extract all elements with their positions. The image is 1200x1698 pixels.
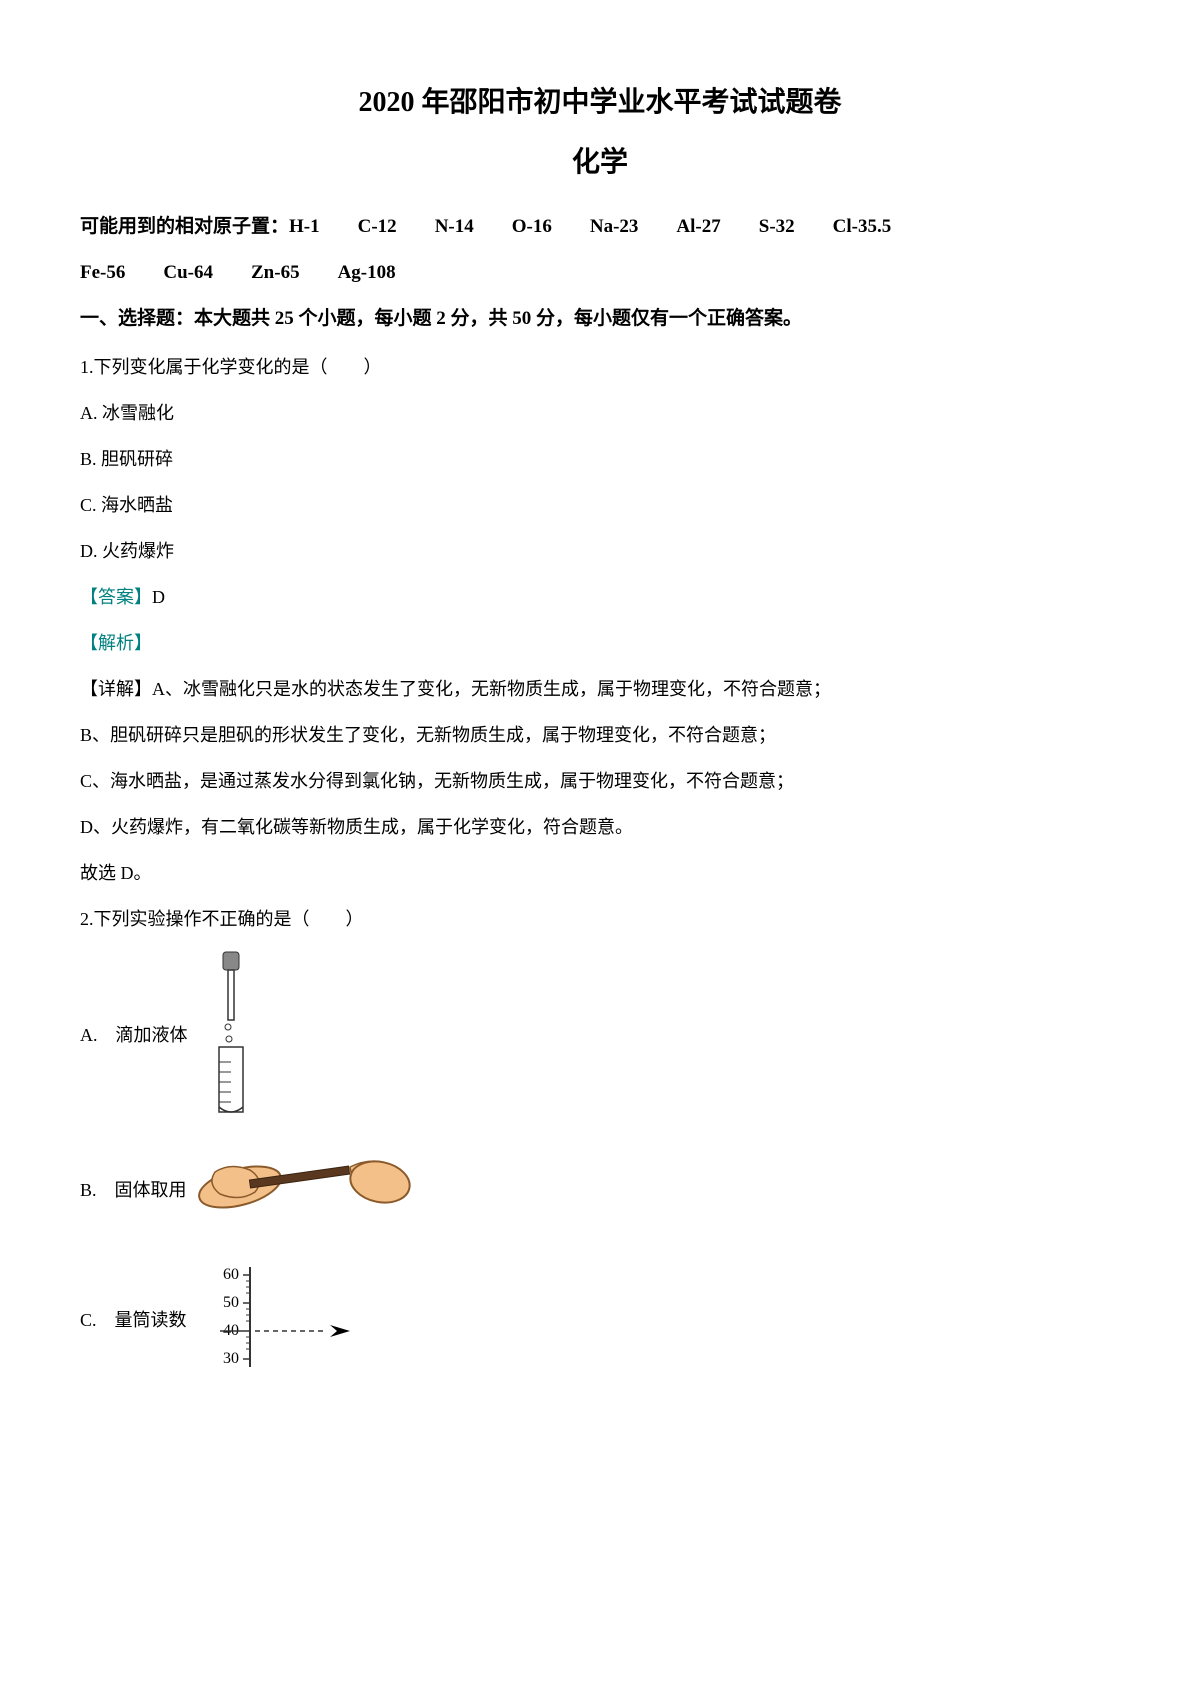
question-1-text: 下列变化属于化学变化的是（ ） [94, 357, 382, 377]
option-a-label: A. 滴加液体 [80, 1021, 188, 1047]
option-c-label: C. 量筒读数 [80, 1306, 187, 1332]
question-2-option-c: C. 量筒读数 60 50 40 30 [80, 1257, 1120, 1382]
atomic-mass-h: H-1 [289, 210, 320, 244]
question-2-number: 2. [80, 909, 94, 929]
answer-section: 【答案】D [80, 579, 1120, 615]
atomic-mass-cu: Cu-64 [163, 256, 213, 290]
analysis-conclusion: 故选 D。 [80, 855, 1120, 891]
svg-text:60: 60 [223, 1266, 239, 1283]
section-header: 一、选择题：本大题共 25 个小题，每小题 2 分，共 50 分，每小题仅有一个… [80, 302, 1120, 336]
analysis-line-4: D、火药爆炸，有二氧化碳等新物质生成，属于化学变化，符合题意。 [80, 809, 1120, 845]
atomic-mass-s: S-32 [759, 210, 795, 244]
cylinder-image: 60 50 40 30 [195, 1257, 375, 1382]
atomic-mass-zn: Zn-65 [251, 256, 300, 290]
atomic-mass-cl: Cl-35.5 [833, 210, 892, 244]
atomic-mass-label: 可能用到的相对原子置： [80, 216, 289, 237]
question-2-option-a: A. 滴加液体 [80, 947, 1120, 1122]
question-2-text: 下列实验操作不正确的是（ ） [94, 909, 364, 929]
exam-title: 2020 年邵阳市初中学业水平考试试题卷 [80, 80, 1120, 120]
question-2-option-b: B. 固体取用 [80, 1142, 1120, 1237]
question-1-number: 1. [80, 357, 94, 377]
atomic-mass-na: Na-23 [590, 210, 639, 244]
analysis-line-3: C、海水晒盐，是通过蒸发水分得到氯化钠，无新物质生成，属于物理变化，不符合题意； [80, 763, 1120, 799]
atomic-mass-section: 可能用到的相对原子置：H-1 C-12 N-14 O-16 Na-23 Al-27 S-32… [80, 210, 1120, 244]
analysis-label: 【解析】 [80, 625, 1120, 661]
dropper-image [196, 947, 266, 1122]
atomic-mass-ag: Ag-108 [338, 256, 396, 290]
question-1: 1.下列变化属于化学变化的是（ ） [80, 349, 1120, 385]
atomic-mass-c: C-12 [358, 210, 397, 244]
question-2: 2.下列实验操作不正确的是（ ） [80, 901, 1120, 937]
analysis-line-2: B、胆矾研碎只是胆矾的形状发生了变化，无新物质生成，属于物理变化，不符合题意； [80, 717, 1120, 753]
subject-title: 化学 [80, 140, 1120, 180]
svg-text:50: 50 [223, 1294, 239, 1311]
question-1-option-b: B. 胆矾研碎 [80, 441, 1120, 477]
question-1-option-a: A. 冰雪融化 [80, 395, 1120, 431]
atomic-mass-o: O-16 [512, 210, 552, 244]
question-1-option-d: D. 火药爆炸 [80, 533, 1120, 569]
atomic-mass-al: Al-27 [676, 210, 720, 244]
answer-value: D [152, 587, 165, 607]
atomic-mass-section-2: Fe-56 Cu-64 Zn-65 Ag-108 [80, 256, 1120, 290]
atomic-mass-fe: Fe-56 [80, 256, 125, 290]
answer-label: 【答案】 [80, 587, 152, 607]
option-b-label: B. 固体取用 [80, 1176, 187, 1202]
svg-text:30: 30 [223, 1350, 239, 1367]
spatula-image [195, 1142, 415, 1237]
question-1-option-c: C. 海水晒盐 [80, 487, 1120, 523]
analysis-line-1: 【详解】A、冰雪融化只是水的状态发生了变化，无新物质生成，属于物理变化，不符合题… [80, 671, 1120, 707]
atomic-mass-n: N-14 [435, 210, 474, 244]
